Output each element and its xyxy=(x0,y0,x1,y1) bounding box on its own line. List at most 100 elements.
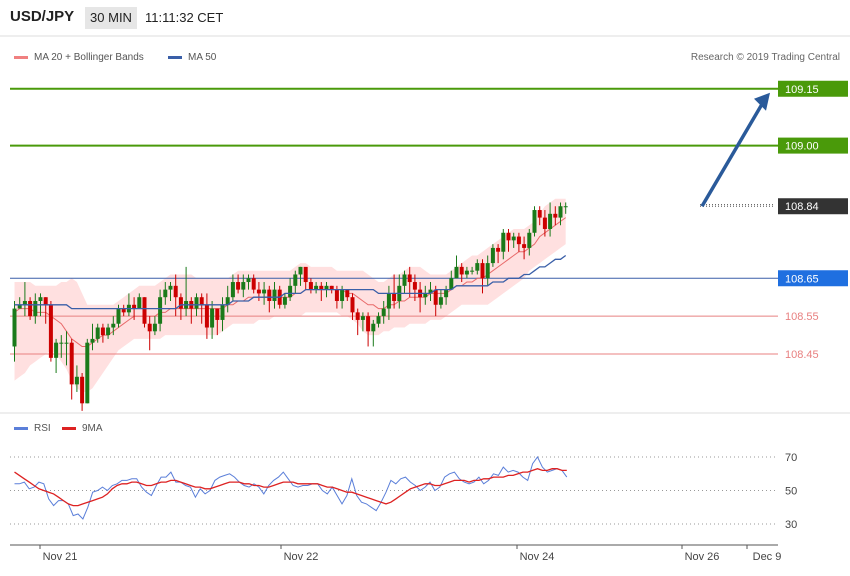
candle-body xyxy=(282,297,287,305)
candle-body xyxy=(366,316,371,332)
candle-body xyxy=(485,263,490,279)
price-pane: 109.15 109.00 108.84 108.65 108.55 108.45 xyxy=(10,80,848,411)
level-label-108.84: 108.84 xyxy=(785,201,819,213)
candle-body xyxy=(204,304,209,328)
candle-body xyxy=(132,304,137,309)
candle-body xyxy=(506,232,511,241)
candle-body xyxy=(355,312,360,320)
clock-label: 11:11:32 CET xyxy=(145,10,224,25)
candle-body xyxy=(28,300,33,317)
candle-body xyxy=(12,308,17,347)
candle-body xyxy=(246,278,251,283)
rsi-series-RSI xyxy=(14,456,568,520)
level-box-109.15 xyxy=(778,80,848,97)
candle-body xyxy=(438,297,443,305)
ma50-line xyxy=(14,254,567,310)
candle-body xyxy=(59,342,64,344)
candle-body xyxy=(511,236,516,241)
candle-body xyxy=(490,247,495,264)
candle-body xyxy=(402,274,407,286)
candle-body xyxy=(423,293,428,298)
x-tick-label: Dec 9 xyxy=(753,551,782,563)
candle-body xyxy=(501,232,506,252)
legend-bollinger-swatch xyxy=(14,56,28,59)
candle-body xyxy=(178,297,183,309)
candle-body xyxy=(54,342,59,358)
timeframe-button[interactable]: 30 MIN xyxy=(85,7,137,29)
candle-body xyxy=(480,263,485,279)
forecast-arrow xyxy=(700,99,766,208)
candle-body xyxy=(516,236,521,245)
level-label-109.00: 109.00 xyxy=(785,141,819,153)
candle-body xyxy=(100,327,105,336)
x-tick-label: Nov 26 xyxy=(685,551,720,563)
candle-body xyxy=(412,282,417,290)
level-label-108.45: 108.45 xyxy=(785,349,819,361)
rsi-pane: 30 50 70 xyxy=(10,452,797,531)
candle-body xyxy=(428,289,433,294)
candle-body xyxy=(459,266,464,275)
candle-body xyxy=(553,213,558,218)
candle-body xyxy=(194,297,199,309)
candle-body xyxy=(267,289,272,301)
candle-body xyxy=(241,282,246,290)
candle-body xyxy=(64,342,69,344)
legend-rsi-ma-label: 9MA xyxy=(82,423,103,434)
candle-body xyxy=(111,323,116,328)
candle-body xyxy=(464,270,469,275)
legend-bollinger: MA 20 + Bollinger Bands xyxy=(14,52,144,63)
candle-body xyxy=(314,285,319,290)
legend-rsi: RSI xyxy=(14,423,51,434)
candle-body xyxy=(293,274,298,286)
candle-body xyxy=(230,282,235,298)
candle-body xyxy=(262,289,267,294)
candle-body xyxy=(80,376,85,404)
candle-body xyxy=(470,270,475,272)
candle-body xyxy=(542,217,547,229)
candle-body xyxy=(319,285,324,290)
candle-body xyxy=(95,327,100,339)
x-tick-label: Nov 21 xyxy=(43,551,78,563)
candle-body xyxy=(74,376,79,385)
legend-bollinger-label: MA 20 + Bollinger Bands xyxy=(34,52,144,63)
candle-body xyxy=(236,282,241,290)
candle-body xyxy=(449,278,454,290)
candle-body xyxy=(215,308,220,320)
candle-body xyxy=(256,289,261,294)
candle-body xyxy=(220,304,225,320)
candle-body xyxy=(210,308,215,328)
legend-rsi-ma: 9MA xyxy=(62,423,103,434)
rsi-series-9MA xyxy=(14,468,567,507)
candle-body xyxy=(147,323,152,332)
candle-body xyxy=(168,285,173,290)
candle-body xyxy=(537,210,542,218)
candle-body xyxy=(17,304,22,309)
candle-body xyxy=(199,297,204,305)
level-box-108.65 xyxy=(778,270,848,287)
level-label-108.55: 108.55 xyxy=(785,311,819,323)
candle-body xyxy=(527,232,532,248)
candle-body xyxy=(376,316,381,324)
legend-ma50-label: MA 50 xyxy=(188,52,217,63)
rsi-tick-label: 30 xyxy=(785,519,797,531)
candle-body xyxy=(308,282,313,290)
x-axis: Nov 21 Nov 22 Nov 24 Nov 26 Dec 9 xyxy=(10,544,782,563)
candle-body xyxy=(371,323,376,332)
candle-body xyxy=(22,300,27,305)
x-tick-label: Nov 22 xyxy=(284,551,319,563)
candle-body xyxy=(90,338,95,343)
candle-body xyxy=(225,297,230,305)
legend-rsi-label: RSI xyxy=(34,423,51,434)
candle-body xyxy=(496,247,501,252)
candle-body xyxy=(558,206,563,218)
candle-body xyxy=(142,297,147,324)
legend-ma50-swatch xyxy=(168,56,182,59)
symbol-label: USD/JPY xyxy=(10,8,75,25)
candle-body xyxy=(563,206,568,208)
candle-body xyxy=(392,293,397,301)
candle-body xyxy=(38,297,43,301)
x-tick-label: Nov 24 xyxy=(520,551,555,563)
candle-body xyxy=(121,308,126,313)
level-label-108.65: 108.65 xyxy=(785,273,819,285)
